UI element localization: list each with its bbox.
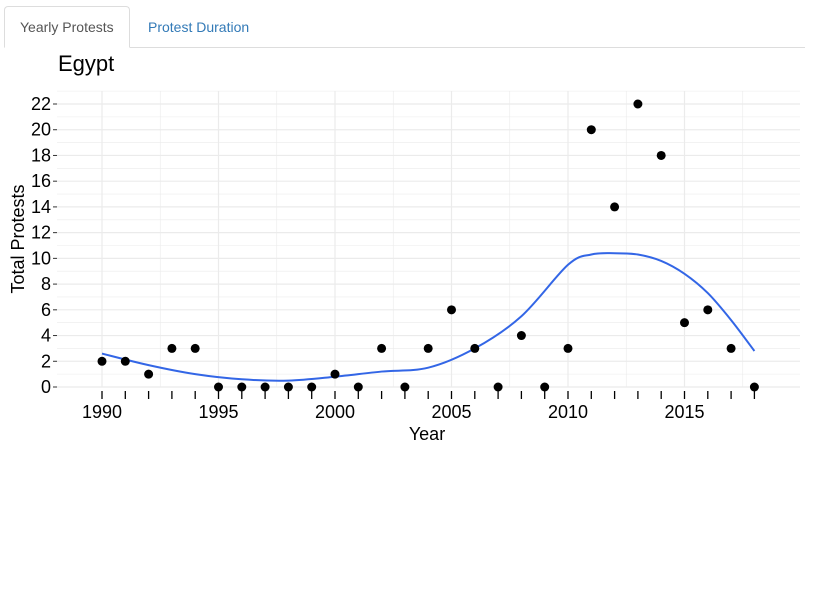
x-axis: 1990 1995 2000 2005 2010 2015 <box>82 402 705 422</box>
data-point <box>447 305 456 315</box>
y-tick-label: 14 <box>31 197 51 217</box>
data-point <box>330 369 340 379</box>
data-point <box>423 343 433 353</box>
data-point <box>400 382 410 392</box>
tab-protest-duration[interactable]: Protest Duration <box>148 19 250 35</box>
data-point <box>516 331 526 341</box>
data-point <box>120 356 130 366</box>
x-tick-label: 2005 <box>431 402 471 422</box>
data-point <box>353 382 363 392</box>
chart-title: Egypt <box>58 51 114 76</box>
x-axis-label: Year <box>409 424 445 444</box>
tab-yearly-protests[interactable]: Yearly Protests <box>4 6 130 48</box>
trend-line-group <box>101 252 756 382</box>
y-tick-label: 20 <box>31 120 51 140</box>
y-tick-label: 16 <box>31 171 51 191</box>
y-tick-label: 12 <box>31 223 51 243</box>
data-points <box>97 99 759 392</box>
data-point <box>586 125 596 135</box>
y-tick-label: 2 <box>41 351 51 371</box>
data-point <box>260 382 270 392</box>
data-point <box>377 343 387 353</box>
y-tick-label: 10 <box>31 248 51 268</box>
data-point <box>307 382 317 392</box>
data-point <box>726 343 736 353</box>
y-tick-label: 8 <box>41 274 51 294</box>
data-point <box>283 382 293 392</box>
data-point <box>237 382 247 392</box>
data-point <box>470 343 480 353</box>
data-point <box>633 99 643 109</box>
data-point <box>167 343 177 353</box>
data-point <box>703 305 713 315</box>
data-point <box>493 382 503 392</box>
x-tick-label: 2010 <box>548 402 588 422</box>
data-point <box>680 318 689 328</box>
y-tick-label: 4 <box>41 326 51 346</box>
y-tick-label: 6 <box>41 300 51 320</box>
x-tick-label: 1995 <box>198 402 238 422</box>
data-point <box>656 150 666 160</box>
data-point <box>563 343 573 353</box>
data-point <box>144 369 154 379</box>
chart-grid <box>57 90 800 388</box>
year-rug-ticks <box>101 391 756 399</box>
trend-line <box>101 252 756 382</box>
data-point <box>214 382 223 392</box>
y-axis-label: Total Protests <box>8 184 28 293</box>
y-tick-label: 18 <box>31 145 51 165</box>
tab-bar: Yearly Protests Protest Duration <box>4 6 805 48</box>
y-tick-label: 22 <box>31 94 51 114</box>
y-axis: 0 2 4 6 8 10 12 14 16 18 20 22 <box>31 94 57 397</box>
x-tick-label: 2015 <box>664 402 704 422</box>
x-tick-label: 2000 <box>315 402 355 422</box>
data-point <box>190 343 200 353</box>
data-point <box>749 382 759 392</box>
data-point <box>610 202 620 212</box>
data-point <box>540 382 550 392</box>
y-tick-label: 0 <box>41 377 51 397</box>
data-point <box>97 356 107 366</box>
x-tick-label: 1990 <box>82 402 122 422</box>
